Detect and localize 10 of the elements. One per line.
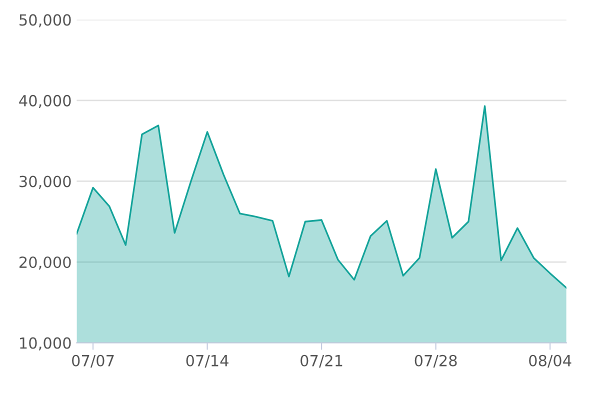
- y-tick-label: 10,000: [20, 337, 71, 350]
- y-tick-label: 50,000: [20, 14, 71, 28]
- y-tick-label: 20,000: [20, 256, 71, 270]
- x-tick-label: 07/28: [414, 354, 457, 368]
- x-tick-label: 07/21: [300, 354, 342, 368]
- x-tick-label: 07/14: [186, 354, 228, 368]
- y-tick-label: 40,000: [19, 94, 71, 108]
- x-tick-label: 07/07: [72, 354, 114, 368]
- x-tick-label: 08/04: [529, 354, 572, 368]
- y-tick-label: 30,000: [20, 176, 71, 189]
